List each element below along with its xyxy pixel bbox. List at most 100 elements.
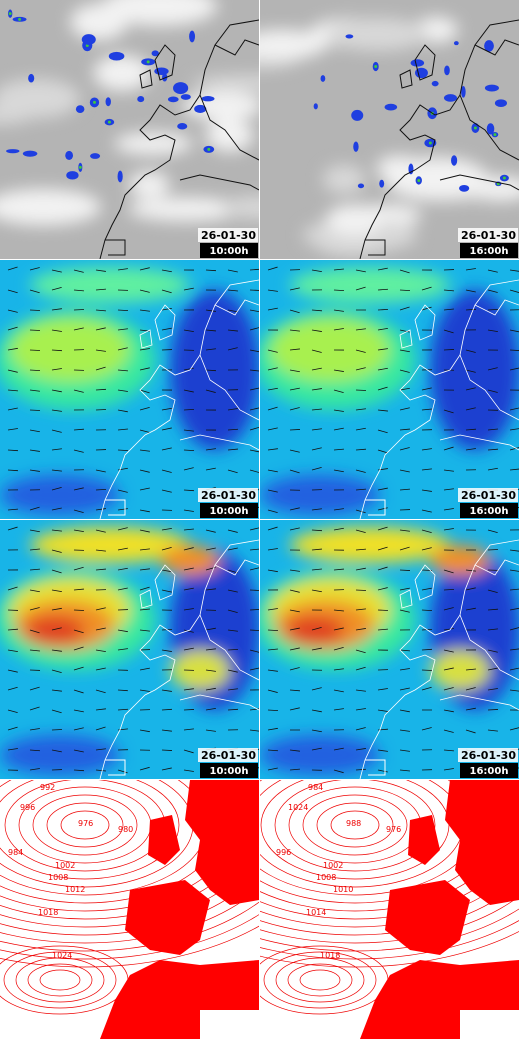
wind-arrow [399, 749, 410, 752]
wind-arrow [7, 526, 18, 531]
wind-arrow [355, 529, 366, 533]
precip-core [502, 176, 506, 180]
isobar [0, 870, 259, 936]
wind-arrow [355, 666, 366, 671]
precip [173, 82, 189, 95]
cloud [325, 17, 429, 51]
wind-arrow [117, 428, 128, 431]
precip [415, 67, 428, 79]
land [385, 880, 470, 955]
wind-arrow [267, 629, 279, 632]
wind-arrow [7, 326, 18, 331]
wind [430, 545, 490, 575]
precip-core [146, 60, 150, 64]
wind-arrow [267, 406, 278, 411]
wind-arrow [139, 509, 150, 513]
wind-arrow [377, 628, 388, 631]
wind-arrow [399, 609, 410, 613]
wind-arrow [355, 349, 366, 353]
precip [66, 171, 79, 180]
wind-arrow [51, 389, 62, 393]
isobar [260, 920, 519, 960]
wind-arrow [95, 667, 106, 671]
wind-arrow [161, 427, 172, 431]
map-panel: 26-01-30 10:00h [0, 0, 259, 259]
precip [137, 96, 145, 103]
wind-arrow [465, 268, 476, 271]
wind-arrow [267, 709, 279, 712]
isobar [0, 780, 259, 928]
wind-arrow [183, 629, 194, 633]
isobar-label: 976 [386, 825, 401, 834]
wind-arrow [205, 448, 216, 451]
wind [290, 267, 450, 303]
wind-arrow [51, 368, 62, 371]
wind-arrow [267, 289, 278, 292]
wind-arrow [51, 507, 62, 511]
wind-arrow [183, 547, 194, 551]
wind-arrow [267, 669, 278, 672]
wind-arrow [311, 367, 322, 371]
wind-arrow [95, 269, 106, 272]
wind-arrow [139, 629, 150, 632]
precip-core [18, 17, 22, 21]
wind-arrow [161, 569, 172, 573]
wind-arrow [117, 567, 128, 571]
wind-arrow [355, 367, 366, 371]
wind-arrow [139, 267, 150, 271]
wind [430, 290, 519, 450]
wind-arrow [117, 547, 128, 551]
wind-arrow [139, 529, 150, 533]
wind-arrow [51, 409, 62, 412]
wind-arrow [421, 286, 432, 291]
wind-arrow [443, 628, 454, 631]
wind-arrow [267, 448, 278, 451]
wind-arrow [249, 589, 259, 591]
wind-arrow [161, 469, 172, 473]
wind-arrow [139, 309, 150, 312]
wind-arrow [377, 566, 388, 571]
wind-arrow [267, 489, 278, 493]
wind-arrow [311, 428, 322, 431]
map-panel: 26-01-30 10:00h [0, 520, 259, 779]
wind-arrow [289, 309, 300, 314]
wind [170, 290, 259, 450]
wind-arrow [289, 387, 300, 391]
wind-arrow [227, 589, 238, 593]
precip [6, 149, 20, 154]
wind-arrow [267, 648, 278, 651]
wind-arrow [7, 289, 18, 294]
precip-core [8, 12, 12, 16]
wind-arrow [7, 748, 18, 751]
wind-arrow [95, 568, 106, 571]
wind-arrow [183, 389, 194, 393]
wind-arrow [355, 488, 366, 491]
wind-arrow [183, 647, 194, 651]
land-border [105, 239, 126, 256]
wind-arrow [311, 447, 322, 451]
wind-arrow [73, 487, 84, 491]
wind-arrow [139, 389, 150, 394]
wind-arrow [421, 686, 432, 691]
wind-arrow [333, 747, 344, 751]
wind-arrow [333, 668, 344, 671]
isobar-label: 1010 [333, 885, 353, 894]
wind-arrow [139, 487, 150, 491]
isobar-label: 992 [40, 783, 55, 792]
wind-arrow [117, 309, 129, 312]
wind-arrow [311, 329, 322, 332]
time-box [200, 503, 258, 518]
time-label: 10:00h [210, 246, 249, 257]
wind-arrow [399, 349, 410, 353]
wind-arrow [443, 508, 454, 511]
wind-arrow [311, 687, 322, 691]
wind-arrow [377, 386, 388, 391]
wind-arrow [183, 528, 194, 531]
wind-arrow [117, 409, 128, 413]
isobar-label: 1002 [323, 861, 343, 870]
wind-arrow [51, 649, 62, 652]
wind-arrow [377, 288, 389, 291]
wind-arrow [289, 689, 300, 692]
wind-arrow [333, 527, 344, 531]
wind-arrow [399, 529, 410, 532]
